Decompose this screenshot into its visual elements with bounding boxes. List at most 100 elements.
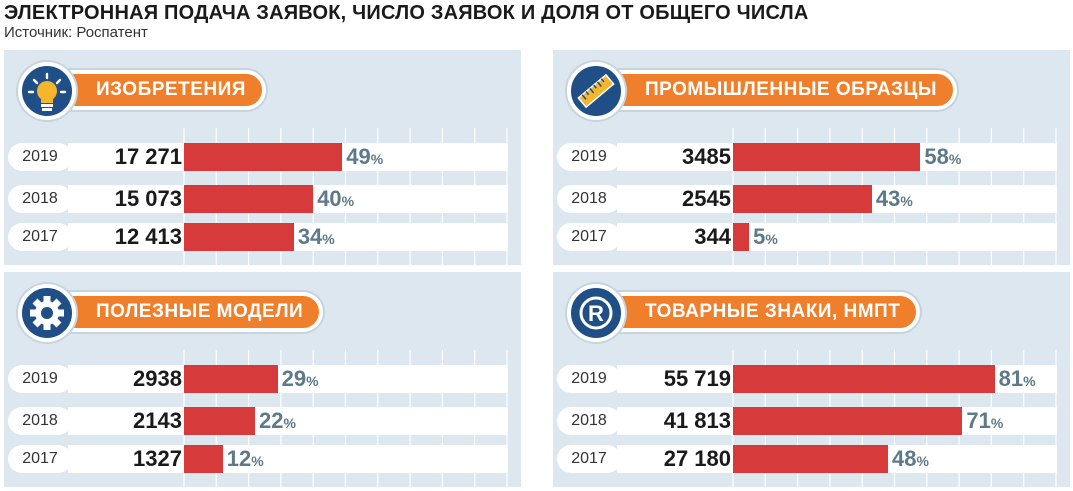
bar-row: 2017 1327 12% [8,444,508,474]
panel-title: ТОВАРНЫЕ ЗНАКИ, НМПТ [591,292,921,332]
panel-utility-models: ПОЛЕЗНЫЕ МОДЕЛИ 2019 2938 29% 2018 2143 22% 201… [4,272,521,487]
percent-label: 12% [227,444,264,474]
bar-row: 2018 2143 22% [8,406,508,436]
bar [184,185,314,213]
year-label: 2018 [8,407,72,435]
year-label: 2019 [557,365,621,393]
year-label: 2018 [557,407,621,435]
bar [733,445,889,473]
svg-text:R: R [588,301,604,326]
value-label: 27 180 [663,446,731,471]
value-label: 12 413 [114,224,182,249]
percent-sign: % [283,415,296,431]
year-label: 2017 [8,445,72,473]
percent-sign: % [341,193,355,209]
year-label: 2017 [557,223,621,251]
bar [184,445,223,473]
percent-value: 5 [753,224,766,249]
value-label: 41 813 [663,408,731,433]
value-label: 15 073 [114,186,182,211]
percent-value: 40 [317,186,342,211]
percent-sign: % [322,231,335,247]
value-label: 2938 [133,366,182,391]
bar [733,365,995,393]
percent-value: 29 [281,366,307,391]
percent-value: 81 [998,366,1024,391]
panel-inventions: ИЗОБРЕТЕНИЯ 2019 17 271 49% 2018 15 073 40% 201… [4,50,521,265]
percent-label: 5% [753,222,778,252]
bar-row: 2017 27 180 48% [557,444,1057,474]
row-track [68,407,508,435]
bar-row: 2019 17 271 49% [8,142,508,172]
value-label: 2143 [133,408,182,433]
lightbulb-icon [18,62,76,120]
bar-row: 2018 15 073 40% [8,184,508,214]
percent-sign: % [765,231,778,247]
value-label: 3485 [682,144,731,169]
percent-sign: % [900,193,913,209]
percent-sign: % [990,415,1004,431]
percent-sign: % [948,151,962,167]
bar [733,407,963,435]
percent-label: 49% [346,142,383,172]
bar [733,143,921,171]
bar-row: 2019 55 719 81% [557,364,1057,394]
percent-label: 81% [999,364,1036,394]
bar-row: 2017 12 413 34% [8,222,508,252]
panel-title: ПРОМЫШЛЕННЫЕ ОБРАЗЦЫ [591,70,957,110]
ruler-icon [567,62,625,120]
bar-row: 2018 41 813 71% [557,406,1057,436]
year-label: 2017 [8,223,72,251]
value-label: 344 [694,224,731,249]
percent-sign: % [251,453,264,469]
panel-trademarks: R ТОВАРНЫЕ ЗНАКИ, НМПТ 2019 55 719 81% 2018 4… [553,272,1070,487]
value-label: 17 271 [114,144,182,169]
bar [733,223,750,251]
percent-value: 48 [892,446,917,471]
bar-row: 2019 2938 29% [8,364,508,394]
row-track [68,365,508,393]
bar-row: 2018 2545 43% [557,184,1057,214]
chart-title: ЭЛЕКТРОННАЯ ПОДАЧА ЗАЯВОК, ЧИСЛО ЗАЯВОК … [4,2,809,24]
bar-row: 2017 344 5% [557,222,1057,252]
source-note: Источник: Роспатент [4,24,148,41]
row-track [68,445,508,473]
percent-sign: % [916,453,929,469]
percent-value: 43 [875,186,901,211]
bar [184,365,278,393]
percent-sign: % [306,373,319,389]
year-label: 2018 [8,185,72,213]
gear-icon [18,284,76,342]
percent-value: 58 [924,144,949,169]
row-track [617,223,1057,251]
bar-row: 2019 3485 58% [557,142,1057,172]
percent-value: 22 [259,408,284,433]
percent-value: 34 [297,224,323,249]
percent-sign: % [1023,373,1036,389]
year-label: 2019 [8,143,72,171]
bar [733,185,872,213]
percent-label: 71% [966,406,1003,436]
percent-value: 49 [346,144,371,169]
bar [184,407,256,435]
percent-label: 40% [317,184,354,214]
year-label: 2019 [557,143,621,171]
value-label: 2545 [682,186,731,211]
panel-title: ИЗОБРЕТЕНИЯ [42,70,266,110]
percent-sign: % [370,151,384,167]
year-label: 2018 [557,185,621,213]
percent-label: 34% [298,222,335,252]
percent-label: 58% [924,142,961,172]
year-label: 2017 [557,445,621,473]
percent-value: 71 [966,408,991,433]
value-label: 1327 [133,446,182,471]
percent-label: 22% [259,406,296,436]
bar [184,223,294,251]
bar [184,143,343,171]
percent-label: 43% [876,184,913,214]
percent-label: 29% [282,364,319,394]
percent-label: 48% [892,444,929,474]
panel-title: ПОЛЕЗНЫЕ МОДЕЛИ [42,292,324,332]
percent-value: 12 [226,446,252,471]
registered-trademark-icon: R [567,284,625,342]
